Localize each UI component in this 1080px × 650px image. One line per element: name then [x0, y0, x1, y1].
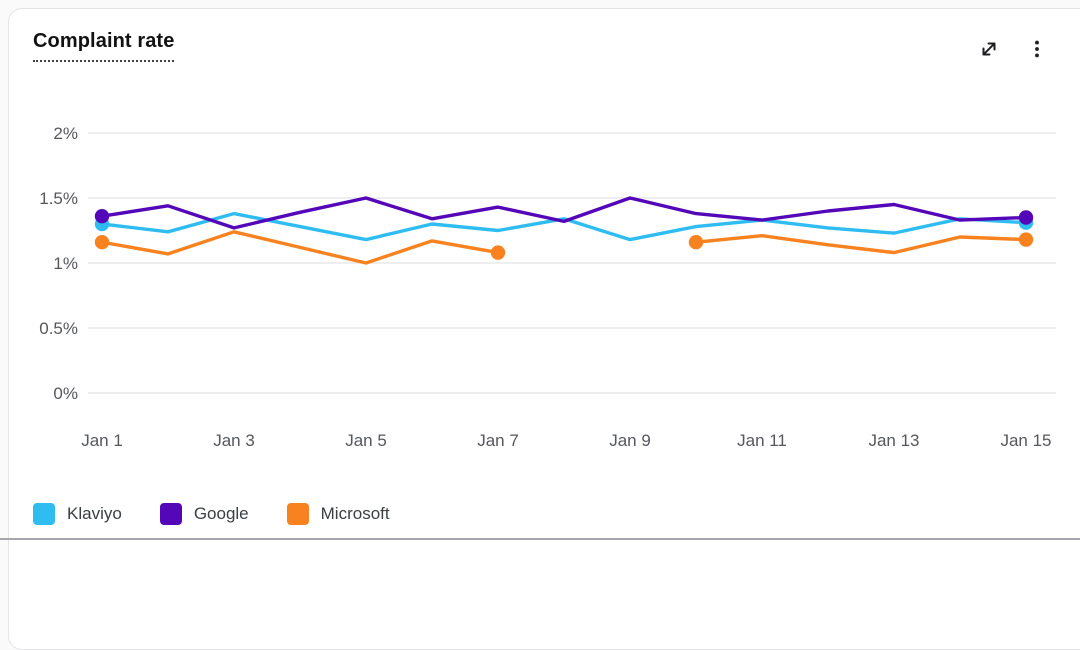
expand-icon	[982, 42, 996, 56]
series-endpoint-dot-microsoft	[1018, 232, 1034, 247]
series-endpoint-dot-microsoft	[688, 235, 704, 250]
card-actions	[974, 34, 1052, 64]
legend-item-google[interactable]: Google	[159, 503, 249, 525]
series-line-klaviyo	[100, 211, 1028, 242]
google-color-swatch	[159, 503, 182, 525]
kebab-menu-button[interactable]	[1022, 34, 1052, 64]
x-axis-tick-label: Jan 3	[213, 431, 255, 450]
expand-button[interactable]	[974, 34, 1004, 64]
klaviyo-color-swatch	[33, 503, 55, 525]
y-axis-tick-label: 0%	[53, 384, 78, 403]
microsoft-color-swatch	[286, 503, 309, 525]
series-endpoint-dot-google	[94, 209, 110, 224]
kebab-menu-icon	[1035, 40, 1039, 58]
series-endpoint-dot-google	[1018, 210, 1034, 225]
series-line-microsoft	[694, 234, 1028, 255]
x-axis-tick-label: Jan 13	[868, 431, 919, 450]
y-axis-tick-label: 1%	[53, 254, 78, 273]
x-axis-tick-label: Jan 15	[1000, 431, 1051, 450]
legend-label: Google	[193, 504, 249, 523]
series-line-google	[100, 196, 1028, 230]
legend-item-klaviyo[interactable]: Klaviyo	[33, 503, 122, 525]
card-header: Complaint rate	[33, 30, 1052, 64]
x-axis-tick-label: Jan 11	[737, 431, 787, 450]
legend-label: Microsoft	[320, 504, 390, 523]
x-axis-tick-label: Jan 5	[345, 431, 387, 450]
series-endpoint-dot-microsoft	[490, 245, 506, 260]
y-axis-tick-label: 2%	[53, 124, 78, 143]
series-line-microsoft	[100, 230, 500, 265]
complaint-rate-chart[interactable]: 0% 0.5% 1% 1.5% 2% Jan 1 Jan 3 Jan 5 Jan 7 Jan 9 J…	[0, 0, 1080, 470]
screenshot-bottom-edge	[0, 538, 1080, 540]
chart-title[interactable]: Complaint rate	[33, 30, 175, 62]
chart-legend: Klaviyo Google Microsoft	[33, 503, 390, 525]
x-axis-tick-label: Jan 9	[609, 431, 651, 450]
y-axis-tick-label: 1.5%	[39, 189, 78, 208]
legend-label: Klaviyo	[67, 504, 122, 523]
x-axis-tick-label: Jan 1	[81, 431, 123, 450]
series-endpoint-dot-microsoft	[94, 235, 110, 250]
legend-item-microsoft[interactable]: Microsoft	[286, 503, 390, 525]
x-axis-tick-label: Jan 7	[477, 431, 519, 450]
y-axis-tick-label: 0.5%	[39, 319, 78, 338]
